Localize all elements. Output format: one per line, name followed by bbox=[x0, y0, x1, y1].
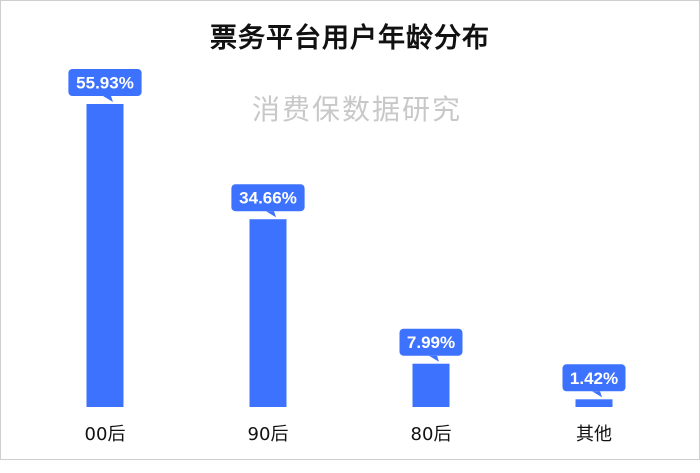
chart-title: 票务平台用户年龄分布 bbox=[210, 23, 490, 54]
category-label-2: 80后 bbox=[411, 424, 452, 445]
value-label-pointer bbox=[592, 391, 602, 398]
bar-1 bbox=[249, 219, 287, 407]
value-label-bubble bbox=[399, 328, 463, 356]
value-label-3: 1.42% bbox=[562, 364, 626, 398]
value-label-text: 7.99% bbox=[407, 333, 455, 352]
value-label-pointer bbox=[266, 211, 276, 218]
value-label-1: 34.66% bbox=[231, 184, 305, 218]
bar-2 bbox=[412, 363, 450, 407]
category-label-0: 00后 bbox=[85, 424, 126, 445]
category-label-3: 其他 bbox=[576, 424, 612, 445]
bar-3 bbox=[575, 399, 613, 407]
value-label-text: 34.66% bbox=[239, 189, 297, 208]
value-label-bubble bbox=[231, 184, 305, 212]
category-label-1: 90后 bbox=[248, 424, 289, 445]
value-label-0: 55.93% bbox=[68, 69, 142, 102]
value-label-pointer bbox=[103, 96, 113, 102]
value-label-bubble bbox=[68, 69, 142, 96]
value-label-text: 1.42% bbox=[570, 369, 618, 388]
watermark: 消费保数据研究 bbox=[252, 93, 463, 126]
value-label-2: 7.99% bbox=[399, 328, 463, 362]
value-label-bubble bbox=[562, 364, 626, 392]
bar-0 bbox=[86, 104, 124, 407]
value-label-text: 55.93% bbox=[76, 74, 134, 93]
value-label-pointer bbox=[429, 355, 439, 362]
